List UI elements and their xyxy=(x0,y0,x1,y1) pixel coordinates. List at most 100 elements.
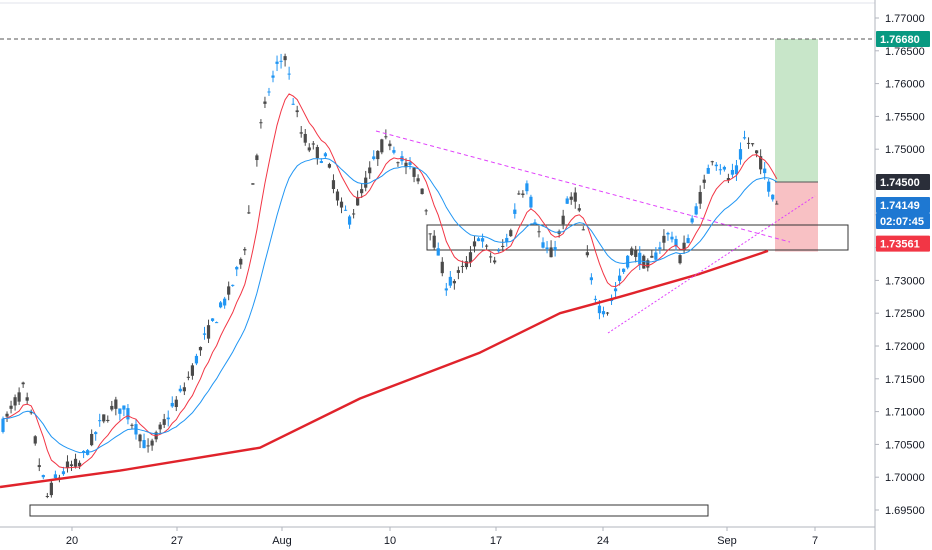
candle xyxy=(53,470,57,480)
candle xyxy=(45,492,49,499)
price-tick-label: 1.70500 xyxy=(885,439,925,451)
candle-body xyxy=(537,231,541,233)
candle-body xyxy=(593,298,598,300)
candle-body xyxy=(214,322,219,324)
candle-body xyxy=(767,181,771,192)
candle-body xyxy=(601,311,606,315)
candle xyxy=(436,242,440,256)
drawing-lines-layer xyxy=(0,38,875,334)
candle-body xyxy=(493,260,497,263)
candle-body xyxy=(182,387,186,392)
price-tick-label: 1.75000 xyxy=(885,144,925,156)
badge-label: 1.73561 xyxy=(880,239,920,251)
candle xyxy=(759,149,763,175)
candle-body xyxy=(5,413,9,417)
price-tick-label: 1.72500 xyxy=(885,308,925,320)
candle-body xyxy=(388,143,392,147)
candle-body xyxy=(364,177,368,188)
candle xyxy=(142,433,146,449)
candle-body xyxy=(17,392,21,402)
candle-body xyxy=(130,424,134,426)
candle xyxy=(706,164,710,174)
candle xyxy=(210,318,215,322)
candle xyxy=(307,143,311,153)
price-tick-label: 1.71500 xyxy=(885,374,925,386)
candle xyxy=(202,326,207,340)
candle xyxy=(497,248,501,254)
candle-body xyxy=(343,209,348,211)
candle-body xyxy=(408,162,412,165)
candle-body xyxy=(255,155,259,161)
candle-body xyxy=(436,248,440,256)
candle xyxy=(110,400,114,412)
candle-body xyxy=(662,235,666,243)
candle-body xyxy=(476,238,481,242)
candle xyxy=(323,152,327,158)
candle-body xyxy=(194,355,199,364)
time-axis[interactable]: 20 27 Aug 10 17 24 Sep 7 xyxy=(66,527,818,547)
candle-body xyxy=(77,462,82,467)
candle xyxy=(589,273,593,285)
candle xyxy=(763,161,767,180)
candle xyxy=(569,192,573,205)
candle xyxy=(21,381,25,388)
candle xyxy=(98,413,102,427)
candle-body xyxy=(755,150,759,154)
candle xyxy=(219,301,223,309)
candle-body xyxy=(319,161,323,163)
candle xyxy=(622,268,626,275)
ma-fast-line xyxy=(2,93,778,469)
candle xyxy=(259,119,263,129)
candle xyxy=(690,215,694,224)
candle xyxy=(102,414,106,424)
candle-body xyxy=(339,201,344,208)
candle xyxy=(206,319,211,343)
candle-body xyxy=(25,397,29,401)
candle xyxy=(424,208,428,216)
candle-body xyxy=(247,212,251,214)
candle xyxy=(178,385,182,393)
candle xyxy=(412,167,416,183)
candle-body xyxy=(549,247,553,258)
candle-body xyxy=(589,277,593,281)
price-tick-label: 1.77000 xyxy=(885,13,925,25)
price-badge-target: 1.76680 xyxy=(876,30,930,47)
candle xyxy=(33,435,37,446)
candle xyxy=(404,158,408,175)
candle xyxy=(263,96,267,108)
candles-layer xyxy=(1,53,779,499)
price-tick-label: 1.73000 xyxy=(885,275,925,287)
candle xyxy=(122,405,126,417)
candle xyxy=(593,295,598,303)
candle xyxy=(162,413,166,428)
candle xyxy=(452,279,456,290)
candle xyxy=(493,256,497,265)
candle xyxy=(271,70,275,83)
candle xyxy=(654,247,658,261)
descending-trendline xyxy=(375,130,791,243)
candle xyxy=(440,257,444,277)
candle-body xyxy=(360,189,364,194)
candle-body xyxy=(674,238,678,247)
candle-body xyxy=(110,405,114,410)
candle-body xyxy=(746,142,751,144)
range-box xyxy=(29,504,709,517)
candle xyxy=(771,194,775,202)
candle-body xyxy=(613,288,618,292)
candle xyxy=(134,419,138,440)
candle-body xyxy=(412,167,416,177)
candle-body xyxy=(90,433,94,446)
candle-body xyxy=(694,206,698,215)
candle-body xyxy=(82,450,86,453)
candle xyxy=(29,409,33,415)
candle-body xyxy=(682,242,686,250)
candle-body xyxy=(347,216,352,225)
badge-background xyxy=(876,30,930,47)
candle-body xyxy=(37,465,41,468)
candle-body xyxy=(323,153,327,157)
candle xyxy=(605,312,610,316)
candle xyxy=(388,140,392,151)
candle xyxy=(726,173,730,184)
candle-body xyxy=(190,365,195,376)
